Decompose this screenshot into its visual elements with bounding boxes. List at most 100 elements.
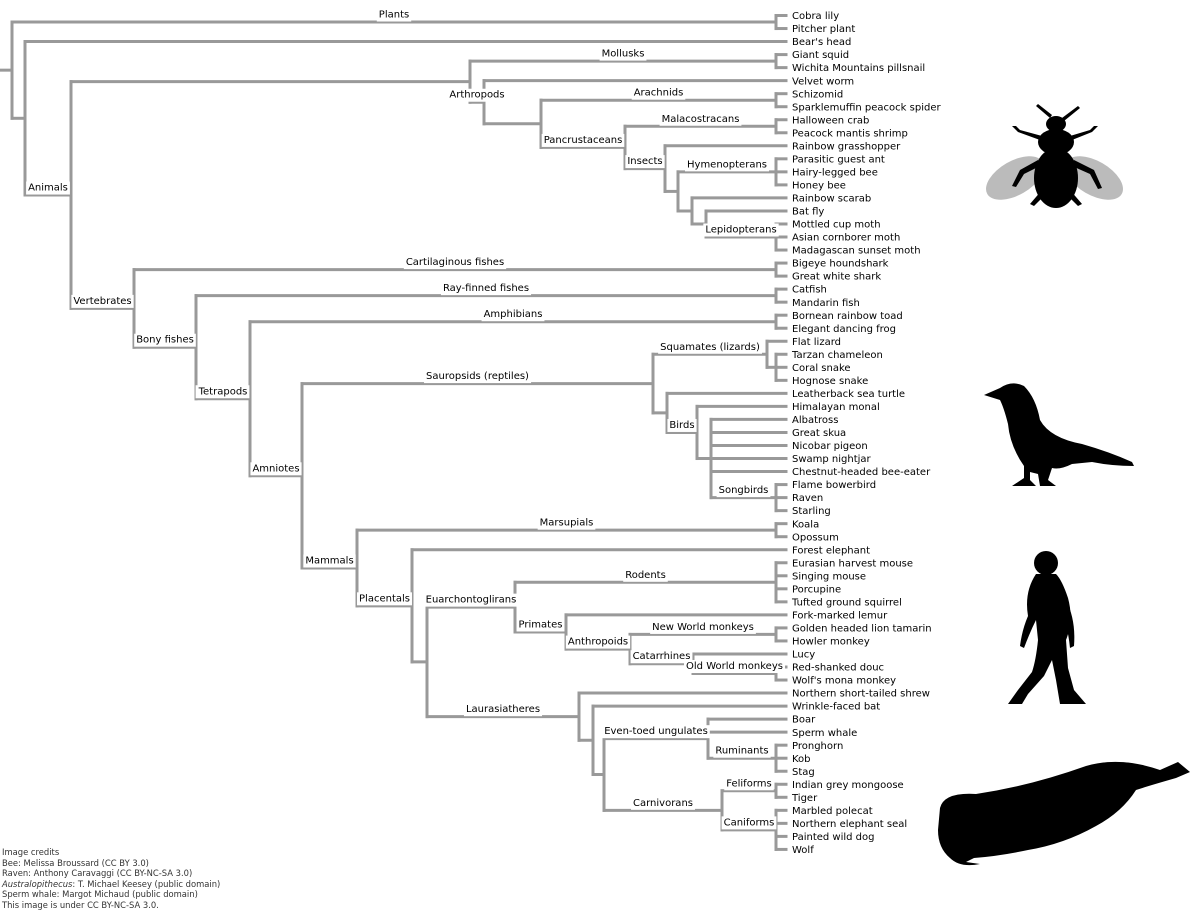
clade-label-background [684,660,785,674]
clade-bony-fishes: Bony fishes [134,333,196,347]
leaf-flat-lizard: Flat lizard [792,337,841,348]
clade-label: Lepidopterans [705,225,776,236]
clade-label-background [659,112,742,126]
clade-vertebrates: Vertebrates [71,294,134,308]
clade-label-background [703,223,779,237]
clade-label: Amniotes [252,463,299,474]
leaf-forest-elephant: Forest elephant [792,545,870,556]
clade-label-background [650,620,756,634]
clade-label: Pancrustaceans [544,135,623,146]
leaf-tiger: Tiger [791,793,818,804]
leaf-wrinkle-faced-bat: Wrinkle-faced bat [792,702,880,713]
leaf-sperm-whale: Sperm whale [792,728,857,739]
clade-label-background [623,568,668,582]
clade-label-background [26,181,70,195]
leaf-honey-bee: Honey bee [792,180,846,191]
leaf-boar: Boar [792,715,816,726]
leaf-fork-marked-lemur: Fork-marked lemur [792,610,888,621]
credit-australopithecus: Australopithecus: T. Michael Keesey (pub… [2,879,220,890]
leaf-flame-bowerbird: Flame bowerbird [792,480,876,491]
leaf-great-white-shark: Great white shark [792,272,881,283]
clade-feliforms: Feliforms [724,777,774,791]
clade-mammals: Mammals [303,554,356,568]
clade-old-world-monkeys: Old World monkeys [684,660,785,674]
clade-label-background [447,88,507,102]
clade-label: Anthropoids [568,637,628,648]
leaf-labels: Cobra lily Pitcher plant Bear's head Giant … [791,11,941,856]
clade-label-background [440,282,532,296]
leaf-eurasian-harvest-mouse: Eurasian harvest mouse [792,558,913,569]
clade-label: Tetrapods [198,386,248,397]
leaf-red-shanked-douc: Red-shanked douc [792,663,884,674]
clade-label: Hymenopterans [687,159,767,170]
leaf-wolf: Wolf [792,845,814,856]
leaf-porcupine: Porcupine [792,584,841,595]
clade-label: Carnivorans [633,798,693,809]
leaf-coral-snake: Coral snake [792,363,851,374]
clade-label: Cartilaginous fishes [406,257,504,268]
leaf-indian-grey-mongoose: Indian grey mongoose [792,780,904,791]
leaf-catfish: Catfish [792,285,827,296]
clade-label-background [631,86,686,100]
leaf-wichita-mountains-pillsnail: Wichita Mountains pillsnail [792,63,925,74]
raven-silhouette [984,383,1134,486]
leaf-tarzan-chameleon: Tarzan chameleon [791,350,883,361]
clade-labels: Plants Animals Mollusks Arthropods Arachnids… [26,8,785,830]
leaf-leatherback-sea-turtle: Leatherback sea turtle [792,389,905,400]
clade-songbirds: Songbirds [716,484,771,498]
leaf-hairy-legged-bee: Hairy-legged bee [792,167,878,178]
leaf-painted-wild-dog: Painted wild dog [792,832,875,843]
clade-label-background [685,158,769,172]
clade-label-background [724,777,774,791]
clade-new-world-monkeys: New World monkeys [650,620,756,634]
leaf-velvet-worm: Velvet worm [792,76,854,87]
clade-label: Arachnids [634,88,684,99]
clade-label-background [667,418,697,432]
clade-placentals: Placentals [357,592,412,606]
clade-label: Squamates (lizards) [660,342,760,353]
leaf-pitcher-plant: Pitcher plant [792,24,855,35]
clade-label-background [716,484,771,498]
clade-label: Sauropsids (reptiles) [426,371,529,382]
clade-euarchontoglirans: Euarchontoglirans [423,593,519,607]
clade-animals: Animals [26,181,70,195]
leaf-halloween-crab: Halloween crab [792,115,869,126]
leaf-hognose-snake: Hognose snake [792,376,868,387]
leaf-howler-monkey: Howler monkey [792,637,870,648]
tree-branches [0,14,788,851]
leaf-himalayan-monal: Himalayan monal [792,402,880,413]
clade-label-background [463,703,543,717]
clade-laurasiatheres: Laurasiatheres [463,703,543,717]
clade-label: Old World monkeys [686,661,783,672]
leaf-golden-headed-lion-tamarin: Golden headed lion tamarin [792,624,932,635]
clade-label-background [602,725,710,739]
leaf-singing-mouse: Singing mouse [792,571,866,582]
clade-label-background [658,340,762,354]
clade-label: Euarchontoglirans [426,595,517,606]
clade-label-background [134,333,196,347]
leaf-elegant-dancing-frog: Elegant dancing frog [792,324,896,335]
leaf-peacock-mantis-shrimp: Peacock mantis shrimp [792,128,908,139]
credit-license: This image is under CC BY-NC-SA 3.0. [2,899,159,910]
leaf-pronghorn: Pronghorn [792,741,843,752]
clade-label-background [541,133,625,147]
clade-carnivorans: Carnivorans [631,796,695,810]
leaf-bigeye-houndshark: Bigeye houndshark [792,259,889,270]
clade-catarrhines: Catarrhines [630,650,693,664]
clade-hymenopterans: Hymenopterans [685,158,769,172]
leaf-cobra-lily: Cobra lily [792,11,839,22]
clade-label-background [565,635,631,649]
leaf-northern-elephant-seal: Northern elephant seal [792,819,907,830]
clade-label: Songbirds [719,485,769,496]
clade-primates: Primates [516,618,565,632]
clade-label: Feliforms [726,778,771,789]
clade-label: Mollusks [602,49,645,60]
leaf-bornean-rainbow-toad: Bornean rainbow toad [792,311,903,322]
clade-label-background [357,592,412,606]
clade-label: Insects [627,156,662,167]
clade-tetrapods: Tetrapods [195,385,250,399]
credits-heading: Image credits [2,847,60,857]
clade-insects: Insects [625,155,665,169]
leaf-bat-fly: Bat fly [792,207,824,218]
clade-label-background [631,796,695,810]
